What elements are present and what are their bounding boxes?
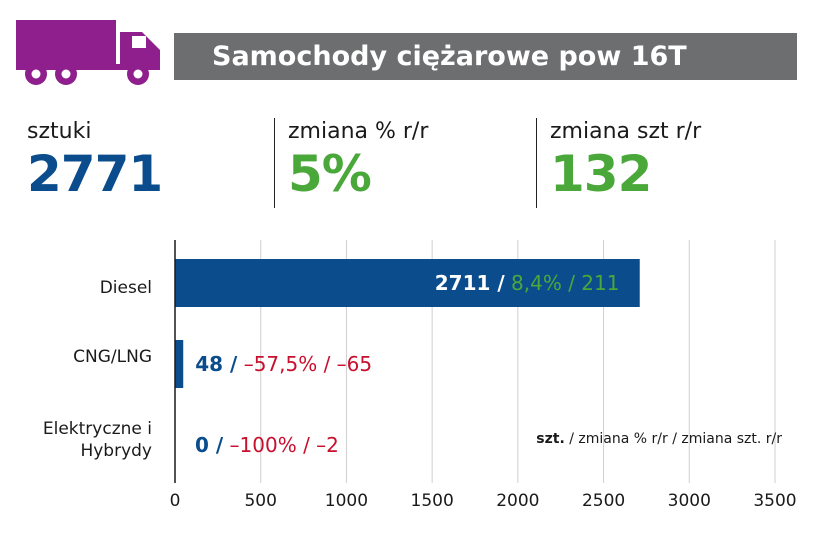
bar-label-units: 0 / [195,433,224,457]
stat-change-percent: zmiana % r/r 5% [288,118,428,202]
bar-label-electric-hybrid: 0 / –100% / –2 [195,433,339,457]
category-label-cng-lng: CNG/LNG [73,347,152,367]
x-tick-label: 2500 [582,491,625,511]
stat-change-percent-label: zmiana % r/r [288,119,429,144]
stat-units-value: 2771 [27,145,163,203]
page-title: Samochody ciężarowe pow 16T [212,41,687,72]
truck-icon [16,20,160,85]
stat-units: sztuki 2771 [27,118,163,203]
chart-note: szt. / zmiana % r/r / zmiana szt. r/r [536,431,782,447]
bar-label-change: –100% / –2 [229,433,339,457]
bar-1 [175,340,184,388]
chart-note-bold: szt. [536,431,565,447]
bar-0 [175,259,640,307]
x-tick-label: 2000 [496,491,539,511]
bar-label-diesel: 2711 / 8,4% / 211 [435,271,620,295]
bar-label-units: 48 / [195,352,238,376]
category-label-electric-hybrid: Elektryczne i Hybrydy [42,419,152,461]
x-tick-label: 500 [244,491,276,511]
stat-change-units-value: 132 [550,145,652,203]
chart-note-rest: / zmiana % r/r / zmiana szt. r/r [564,431,782,447]
stat-change-percent-value: 5% [288,145,372,203]
stat-change-units-label: zmiana szt r/r [550,119,702,144]
bar-label-change: 8,4% / 211 [511,271,620,295]
bar-label-units: 2711 / [434,271,505,295]
stat-divider [536,118,537,208]
category-label-diesel: Diesel [99,278,152,298]
x-tick-label: 1000 [325,491,368,511]
x-tick-label: 3000 [668,491,711,511]
stat-units-label: sztuki [27,119,92,144]
stat-divider [274,118,275,208]
x-tick-label: 1500 [411,491,454,511]
x-tick-label: 3500 [753,491,796,511]
stat-change-units: zmiana szt r/r 132 [550,118,701,202]
bar-label-cng-lng: 48 / –57,5% / –65 [195,352,372,376]
x-tick-label: 0 [170,491,181,511]
title-bar: Samochody ciężarowe pow 16T [174,33,797,80]
bar-label-change: –57,5% / –65 [243,352,373,376]
